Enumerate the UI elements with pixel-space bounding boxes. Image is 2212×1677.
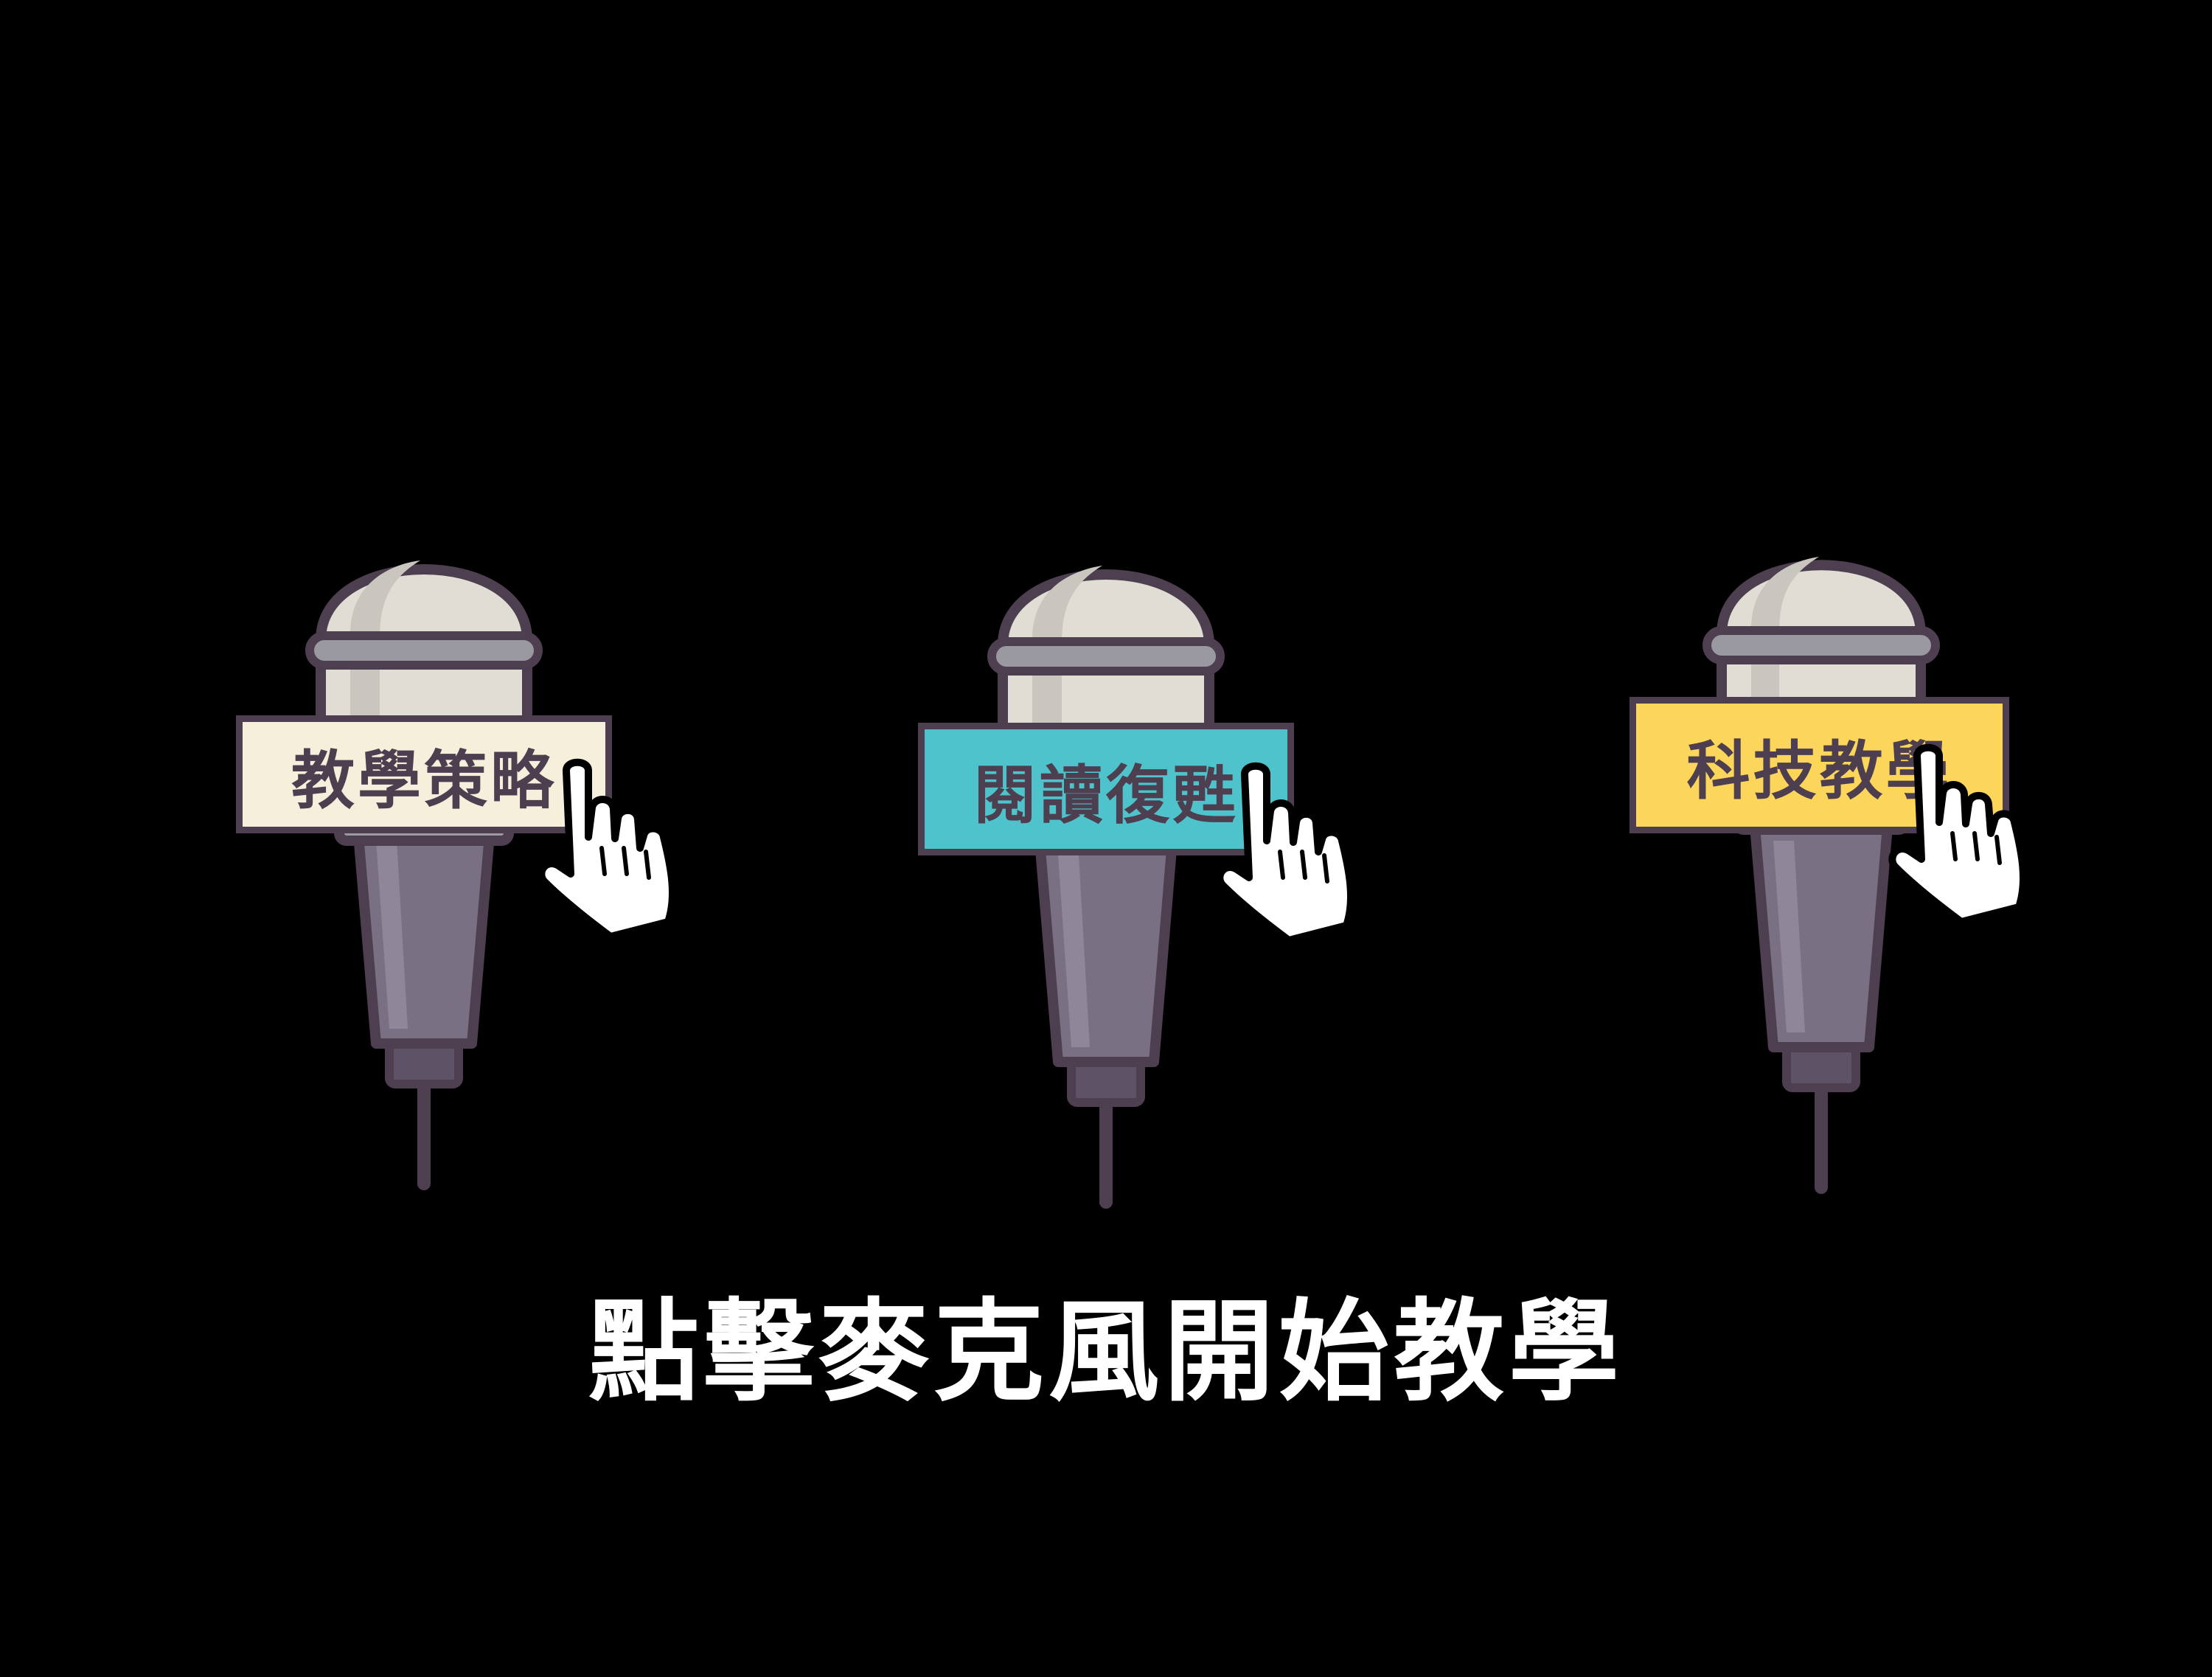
microphone-button-reading-revival[interactable]: 閱讀復甦 <box>881 505 1338 1228</box>
microphone-icon <box>1703 557 1940 1194</box>
instruction-text: 點擊麥克風開始教學 <box>588 1288 1624 1417</box>
microphone-button-tech-teaching[interactable]: 科技教學 <box>1596 498 2053 1221</box>
microphone-label: 教學策略 <box>236 715 612 833</box>
microphone-label: 閱讀復甦 <box>918 723 1294 855</box>
microphone-button-teaching-strategy[interactable]: 教學策略 <box>199 494 656 1217</box>
microphone-icon <box>987 566 1225 1209</box>
microphone-icon <box>305 560 543 1190</box>
microphone-label: 科技教學 <box>1630 697 2009 833</box>
